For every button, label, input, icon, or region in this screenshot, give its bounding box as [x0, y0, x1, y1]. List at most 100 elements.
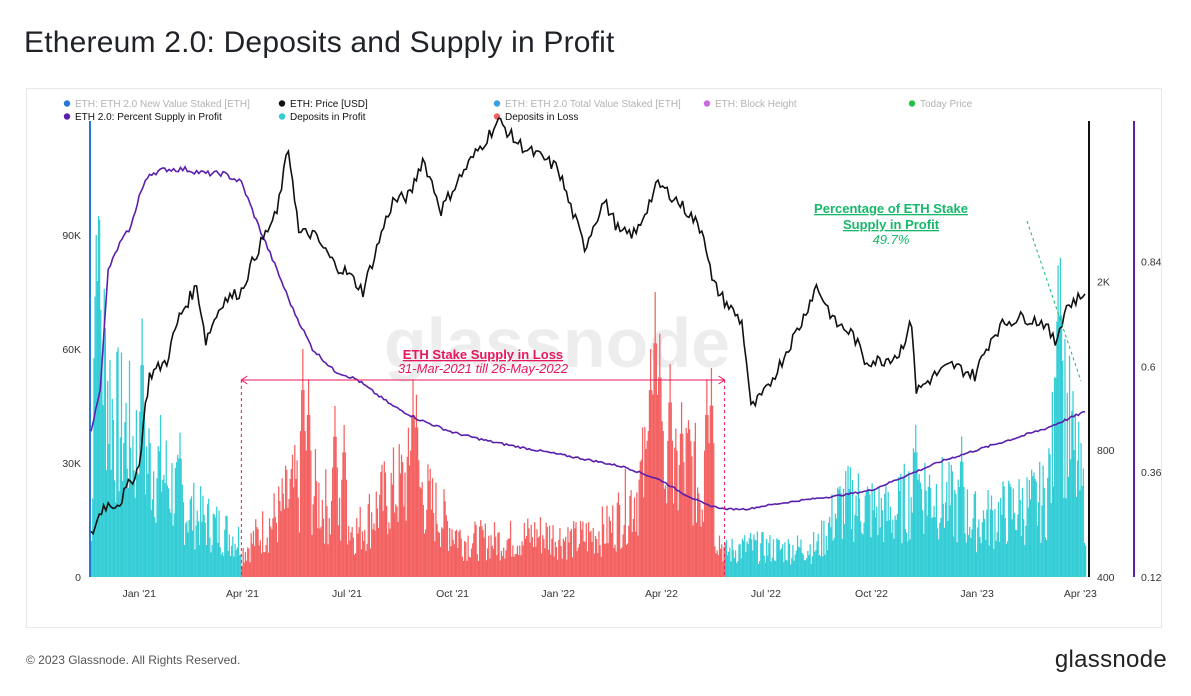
loss-bar: [493, 522, 496, 577]
loss-bar: [691, 456, 693, 577]
loss-bar: [433, 513, 435, 577]
profit-bar: [179, 432, 181, 577]
profit-bar: [733, 557, 736, 577]
profit-bar: [730, 561, 732, 577]
profit-bar: [240, 554, 242, 577]
profit-bar: [950, 465, 952, 577]
loss-bar: [616, 502, 618, 577]
profit-bar: [764, 562, 767, 577]
loss-bar: [248, 548, 250, 577]
loss-bar: [317, 528, 319, 577]
loss-bar: [326, 506, 328, 577]
x-tick-label: Jan '23: [960, 588, 994, 600]
profit-bar: [974, 491, 977, 577]
loss-bar: [671, 440, 674, 577]
loss-bar: [265, 545, 267, 577]
profit-bar: [211, 545, 213, 577]
profit-bar: [740, 558, 742, 577]
profit-bar: [896, 514, 899, 577]
profit-bar: [112, 419, 115, 577]
profit-bar: [178, 458, 180, 577]
loss-bar: [306, 414, 309, 577]
loss-bar: [436, 523, 438, 577]
profit-bar: [1002, 481, 1004, 577]
loss-bar: [693, 441, 695, 577]
loss-bar: [567, 527, 569, 577]
profit-bar: [1047, 477, 1049, 577]
loss-bar: [258, 545, 260, 577]
profit-bar: [175, 462, 178, 577]
profit-bar: [757, 563, 760, 577]
profit-bar: [233, 556, 235, 577]
loss-bar: [444, 501, 446, 577]
loss-bar: [680, 402, 683, 577]
loss-bar: [551, 538, 553, 577]
left-tick-label: 0: [75, 572, 81, 584]
loss-bar: [709, 405, 711, 577]
price-axis-line: [1088, 121, 1090, 577]
profit-bar: [781, 544, 784, 577]
loss-bar: [577, 547, 579, 577]
loss-bar: [536, 529, 538, 577]
profit-bar: [218, 510, 220, 577]
loss-bar: [336, 467, 338, 577]
profit-bar: [913, 452, 916, 577]
loss-bar: [286, 469, 288, 577]
profit-bar: [1072, 391, 1074, 577]
loss-bar: [335, 436, 337, 577]
x-tick-label: Apr '21: [226, 588, 259, 600]
loss-bar: [276, 542, 279, 577]
loss-bar: [360, 549, 362, 577]
loss-bar: [503, 547, 505, 577]
loss-bar: [383, 461, 385, 577]
loss-bar: [606, 505, 608, 577]
loss-bar: [697, 487, 699, 577]
loss-bar: [402, 461, 404, 577]
profit-bar: [221, 552, 224, 577]
profit-bar: [140, 365, 142, 577]
legend-label: Deposits in Profit: [290, 112, 366, 123]
profit-bar: [933, 505, 935, 577]
loss-bar: [631, 531, 633, 577]
profit-bar: [136, 472, 139, 577]
profit-bar: [807, 550, 809, 577]
profit-bar: [174, 468, 177, 577]
profit-bar: [185, 523, 187, 577]
loss-bar: [588, 522, 590, 577]
loss-bar: [501, 556, 504, 577]
profit-bar: [997, 501, 1000, 577]
loss-bar: [413, 414, 415, 577]
loss-bar: [667, 440, 669, 577]
profit-bar: [811, 556, 814, 577]
loss-bar: [708, 443, 710, 577]
profit-bar: [790, 564, 792, 577]
profit-bar: [880, 497, 882, 577]
profit-bar: [939, 522, 941, 577]
loss-bar: [421, 482, 423, 577]
loss-bar: [529, 542, 531, 577]
loss-bar: [250, 533, 252, 577]
loss-bar: [266, 537, 268, 577]
profit-annotation-leader: [1026, 220, 1082, 382]
left-axis: 0 30K 60K 90K: [62, 121, 91, 584]
loss-bar: [718, 535, 721, 577]
profit-bar: [237, 526, 240, 577]
loss-bar: [481, 526, 483, 577]
loss-bar: [439, 546, 442, 577]
profit-bar: [877, 534, 879, 577]
profit-bar: [193, 482, 195, 577]
loss-bar: [264, 552, 266, 577]
profit-bar: [119, 437, 121, 577]
loss-bar: [356, 518, 358, 577]
loss-bar: [403, 506, 405, 577]
profit-bar: [231, 545, 233, 577]
loss-bar: [291, 454, 294, 577]
profit-bar: [101, 365, 103, 577]
profit-bar: [1044, 537, 1047, 577]
profit-bar: [135, 410, 138, 577]
loss-bar: [600, 556, 602, 577]
loss-bar: [351, 527, 353, 577]
loss-bar: [405, 520, 407, 577]
loss-bar: [319, 528, 321, 577]
loss-bar: [562, 538, 564, 577]
